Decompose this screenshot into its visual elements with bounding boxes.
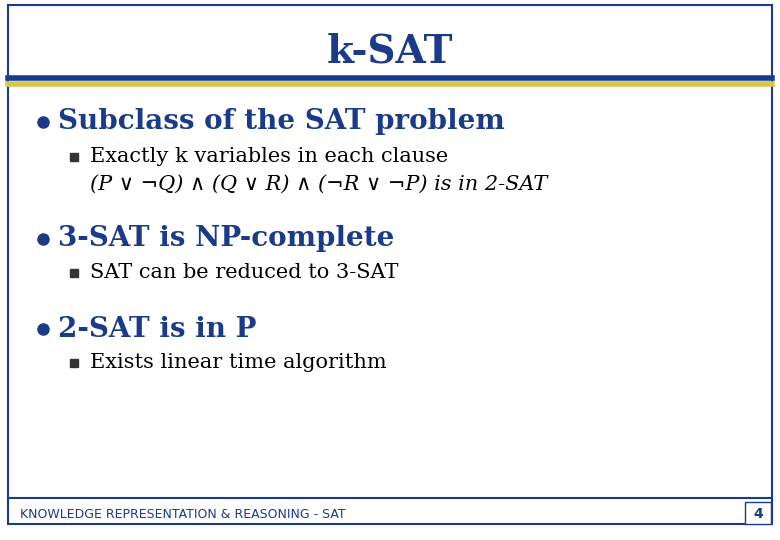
Text: KNOWLEDGE REPRESENTATION & REASONING - SAT: KNOWLEDGE REPRESENTATION & REASONING - S… [20, 508, 345, 521]
Text: Subclass of the SAT problem: Subclass of the SAT problem [58, 108, 505, 135]
Text: 3-SAT is NP-complete: 3-SAT is NP-complete [58, 225, 395, 252]
Text: 4: 4 [753, 507, 763, 521]
Text: SAT can be reduced to 3-SAT: SAT can be reduced to 3-SAT [90, 263, 399, 282]
Text: (P ∨ ¬Q) ∧ (Q ∨ R) ∧ (¬R ∨ ¬P) is in 2-SAT: (P ∨ ¬Q) ∧ (Q ∨ R) ∧ (¬R ∨ ¬P) is in 2-S… [90, 175, 547, 194]
Text: Exactly k variables in each clause: Exactly k variables in each clause [90, 147, 448, 166]
Text: k-SAT: k-SAT [327, 32, 453, 70]
FancyBboxPatch shape [8, 5, 772, 524]
Text: Exists linear time algorithm: Exists linear time algorithm [90, 353, 386, 373]
FancyBboxPatch shape [745, 502, 771, 524]
Text: 2-SAT is in P: 2-SAT is in P [58, 316, 257, 343]
